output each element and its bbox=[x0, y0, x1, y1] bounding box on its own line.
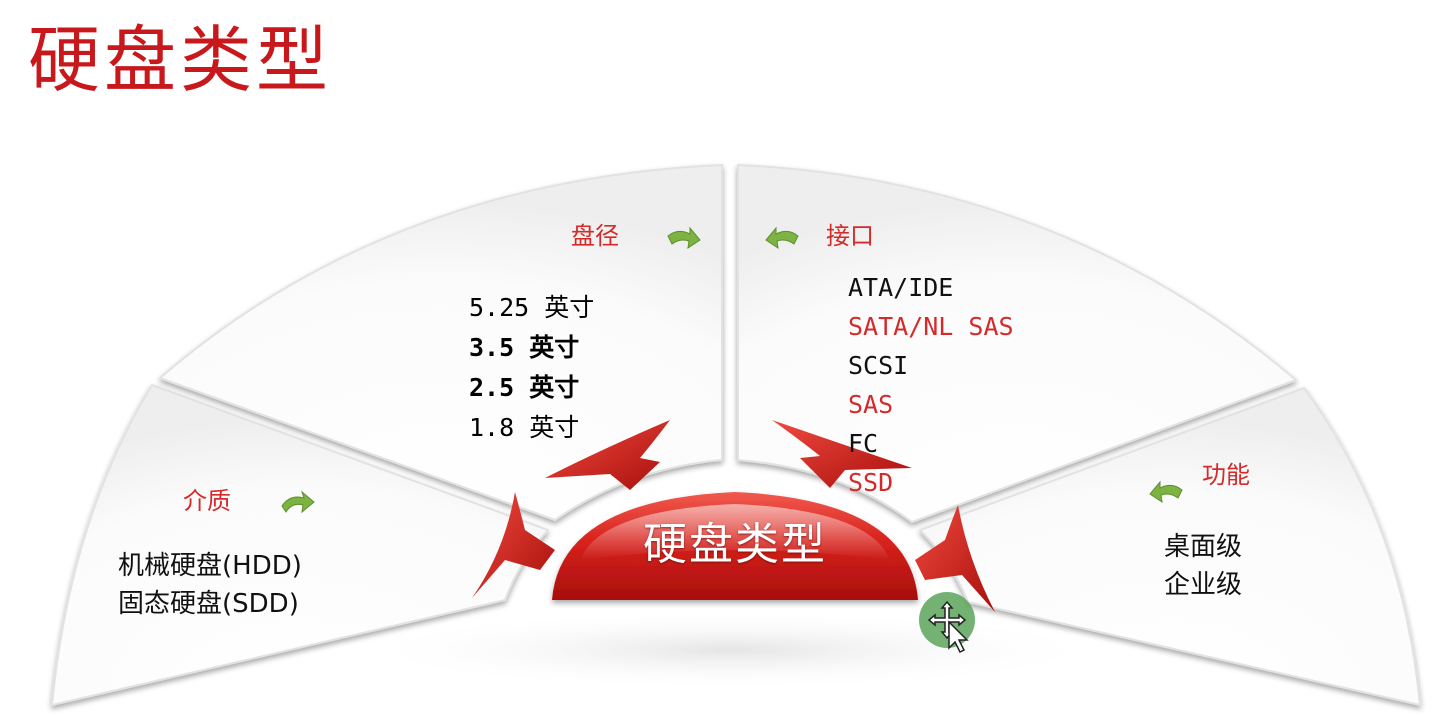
green-arrow-icon bbox=[281, 490, 315, 514]
list-item: SCSI bbox=[848, 351, 909, 380]
function-list: 桌面级 企业级 bbox=[1164, 528, 1242, 604]
list-item: FC bbox=[848, 429, 879, 458]
red-arrow-icon bbox=[915, 505, 995, 612]
interface-list: ATA/IDE SATA/NL SAS SCSI SAS FC SSD bbox=[848, 268, 1014, 502]
segment-title-diameter: 盘径 bbox=[571, 222, 619, 250]
move-cursor-icon bbox=[927, 600, 969, 654]
diameter-list: 5.25 英寸 3.5 英寸 2.5 英寸 1.8 英寸 bbox=[469, 288, 594, 448]
list-item: 1.8 英寸 bbox=[469, 413, 580, 442]
segment-title-interface: 接口 bbox=[826, 222, 874, 250]
green-arrow-icon bbox=[1149, 480, 1183, 504]
green-arrow-icon bbox=[667, 226, 701, 250]
list-item: SAS bbox=[848, 390, 894, 419]
medium-list: 机械硬盘(HDD) 固态硬盘(SDD) bbox=[118, 547, 302, 623]
segment-title-medium: 介质 bbox=[183, 487, 231, 515]
center-dome bbox=[552, 492, 918, 600]
list-item: 2.5 英寸 bbox=[469, 373, 580, 402]
list-item: 3.5 英寸 bbox=[469, 333, 580, 362]
center-label: 硬盘类型 bbox=[643, 519, 827, 570]
list-item: 固态硬盘(SDD) bbox=[118, 589, 299, 619]
list-item: ATA/IDE bbox=[848, 273, 954, 302]
list-item: 5.25 英寸 bbox=[469, 293, 595, 322]
page-title: 硬盘类型 bbox=[28, 18, 333, 102]
red-arrow-icon bbox=[545, 420, 670, 490]
segment-interface bbox=[737, 163, 1298, 524]
red-arrow-icon bbox=[772, 420, 912, 488]
segment-diameter bbox=[158, 163, 723, 522]
segment-title-function: 功能 bbox=[1202, 461, 1250, 489]
segment-medium bbox=[50, 383, 550, 707]
list-item: 机械硬盘(HDD) bbox=[118, 551, 302, 581]
list-item: 桌面级 bbox=[1164, 532, 1243, 562]
red-arrow-icon bbox=[472, 492, 555, 598]
green-arrow-icon bbox=[765, 226, 799, 250]
list-item: 企业级 bbox=[1164, 570, 1243, 600]
mouse-cursor bbox=[917, 592, 987, 666]
list-item: SATA/NL SAS bbox=[848, 312, 1014, 341]
list-item: SSD bbox=[848, 468, 894, 497]
floor-shadow bbox=[350, 610, 1110, 690]
